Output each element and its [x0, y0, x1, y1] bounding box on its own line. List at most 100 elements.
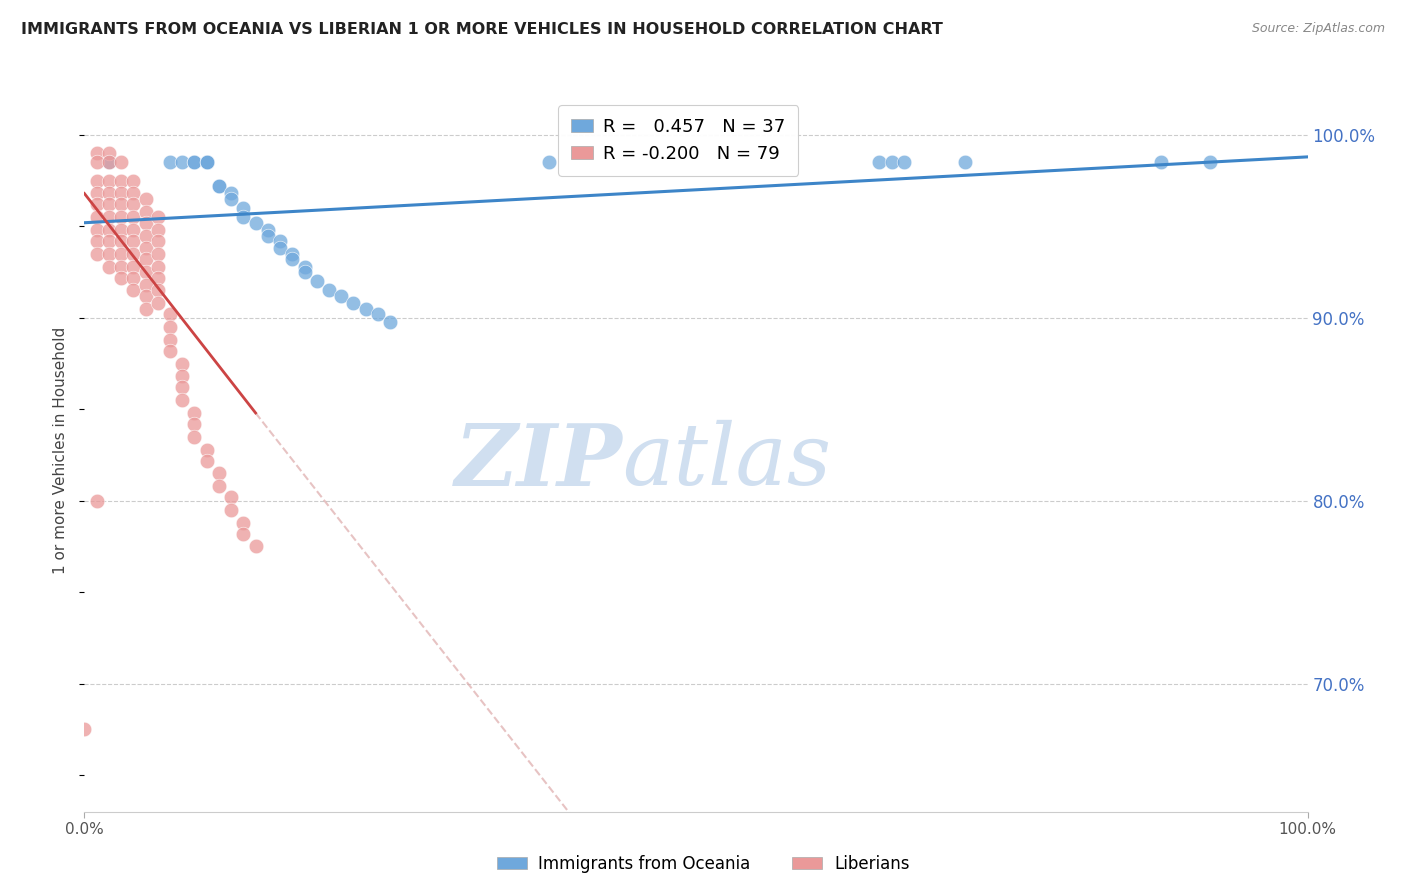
Point [135, 192, 157, 206]
Point [110, 260, 132, 274]
Point [342, 296, 364, 310]
Point [208, 179, 231, 194]
Point [183, 417, 205, 431]
Point [86, 234, 108, 248]
Point [122, 197, 145, 211]
Point [146, 284, 169, 298]
Point [122, 270, 145, 285]
Point [232, 516, 254, 530]
Point [86, 211, 108, 225]
Point [354, 301, 377, 316]
Point [219, 490, 242, 504]
Point [172, 393, 194, 408]
Point [146, 247, 169, 261]
Point [146, 234, 169, 248]
Point [97, 155, 120, 169]
Point [135, 204, 157, 219]
Point [122, 174, 145, 188]
Point [257, 228, 280, 243]
Point [146, 296, 169, 310]
Point [195, 442, 218, 457]
Legend: R =   0.457   N = 37, R = -0.200   N = 79: R = 0.457 N = 37, R = -0.200 N = 79 [558, 105, 799, 176]
Point [122, 260, 145, 274]
Point [893, 155, 915, 169]
Point [110, 155, 132, 169]
Point [86, 146, 108, 161]
Point [122, 284, 145, 298]
Point [122, 211, 145, 225]
Point [110, 270, 132, 285]
Point [219, 503, 242, 517]
Point [97, 223, 120, 237]
Point [122, 234, 145, 248]
Point [135, 289, 157, 303]
Point [183, 430, 205, 444]
Point [86, 223, 108, 237]
Text: Source: ZipAtlas.com: Source: ZipAtlas.com [1251, 22, 1385, 36]
Point [208, 479, 231, 493]
Point [135, 301, 157, 316]
Point [86, 186, 108, 201]
Point [86, 174, 108, 188]
Point [122, 186, 145, 201]
Point [159, 320, 181, 334]
Text: IMMIGRANTS FROM OCEANIA VS LIBERIAN 1 OR MORE VEHICLES IN HOUSEHOLD CORRELATION : IMMIGRANTS FROM OCEANIA VS LIBERIAN 1 OR… [21, 22, 943, 37]
Point [219, 192, 242, 206]
Point [110, 234, 132, 248]
Point [110, 174, 132, 188]
Point [257, 223, 280, 237]
Point [97, 211, 120, 225]
Point [146, 270, 169, 285]
Point [86, 493, 108, 508]
Text: atlas: atlas [623, 420, 832, 502]
Point [86, 247, 108, 261]
Point [135, 277, 157, 292]
Point [1198, 155, 1220, 169]
Point [305, 274, 328, 288]
Point [232, 201, 254, 215]
Point [219, 186, 242, 201]
Point [135, 265, 157, 279]
Point [146, 211, 169, 225]
Point [159, 307, 181, 321]
Point [110, 197, 132, 211]
Point [294, 265, 316, 279]
Point [195, 453, 218, 467]
Point [97, 186, 120, 201]
Point [135, 228, 157, 243]
Point [318, 284, 340, 298]
Point [159, 333, 181, 347]
Point [183, 155, 205, 169]
Point [146, 223, 169, 237]
Point [183, 406, 205, 420]
Point [135, 241, 157, 255]
Text: ZIP: ZIP [454, 419, 623, 503]
Point [183, 155, 205, 169]
Point [97, 155, 120, 169]
Point [110, 247, 132, 261]
Point [97, 247, 120, 261]
Point [86, 155, 108, 169]
Point [245, 540, 267, 554]
Point [172, 357, 194, 371]
Point [294, 260, 316, 274]
Point [97, 260, 120, 274]
Point [269, 234, 291, 248]
Point [122, 247, 145, 261]
Point [869, 155, 891, 169]
Point [380, 314, 402, 328]
Point [880, 155, 903, 169]
Point [86, 197, 108, 211]
Point [195, 155, 218, 169]
Legend: Immigrants from Oceania, Liberians: Immigrants from Oceania, Liberians [489, 848, 917, 880]
Point [172, 380, 194, 394]
Point [245, 216, 267, 230]
Point [538, 155, 561, 169]
Point [232, 526, 254, 541]
Point [1150, 155, 1173, 169]
Point [73, 723, 96, 737]
Point [367, 307, 389, 321]
Point [110, 223, 132, 237]
Point [110, 211, 132, 225]
Point [122, 223, 145, 237]
